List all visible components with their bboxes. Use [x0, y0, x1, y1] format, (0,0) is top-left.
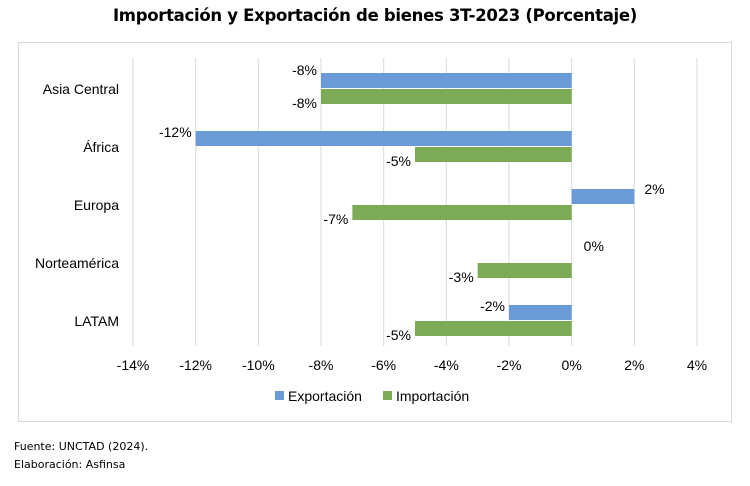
bar-exportación: [571, 189, 635, 204]
bar-exportación: [321, 73, 572, 88]
chart-title: Importación y Exportación de bienes 3T-2…: [112, 6, 638, 25]
elaboration-note: Elaboración: Asfinsa: [14, 458, 126, 471]
legend-swatch: [383, 391, 392, 400]
data-label: -8%: [292, 95, 317, 111]
category-label: Asia Central: [43, 81, 119, 97]
x-tick-label: -8%: [309, 357, 334, 373]
bar-importación: [415, 321, 572, 336]
data-label: -12%: [159, 124, 192, 140]
data-label: -2%: [480, 298, 505, 314]
data-label: -3%: [449, 269, 474, 285]
legend-label: Importación: [396, 388, 469, 404]
source-note: Fuente: UNCTAD (2024).: [14, 440, 149, 453]
x-tick-label: -2%: [497, 357, 522, 373]
bar-importación: [415, 147, 572, 162]
category-label: África: [83, 139, 119, 155]
legend-swatch: [275, 391, 284, 400]
data-label: -5%: [386, 327, 411, 343]
chart-frame: [18, 42, 732, 422]
bar-exportación: [195, 131, 572, 146]
bar-importación: [477, 263, 572, 278]
category-label: Europa: [74, 197, 119, 213]
x-tick-label: 4%: [687, 357, 707, 373]
data-label: -7%: [323, 211, 348, 227]
bar-importación: [321, 89, 572, 104]
data-label: -5%: [386, 153, 411, 169]
x-tick-label: -14%: [117, 357, 150, 373]
bar-importación: [352, 205, 572, 220]
x-tick-label: -10%: [242, 357, 275, 373]
data-label: -8%: [292, 62, 317, 78]
data-label: 2%: [644, 181, 664, 197]
x-tick-label: -6%: [371, 357, 396, 373]
category-label: Norteamérica: [35, 255, 119, 271]
legend-label: Exportación: [288, 388, 362, 404]
x-tick-label: 0%: [562, 357, 582, 373]
x-tick-label: 2%: [624, 357, 644, 373]
bar-exportación: [509, 305, 572, 320]
x-tick-label: -12%: [179, 357, 212, 373]
data-label: 0%: [584, 238, 604, 254]
category-label: LATAM: [74, 313, 119, 329]
x-tick-label: -4%: [434, 357, 459, 373]
